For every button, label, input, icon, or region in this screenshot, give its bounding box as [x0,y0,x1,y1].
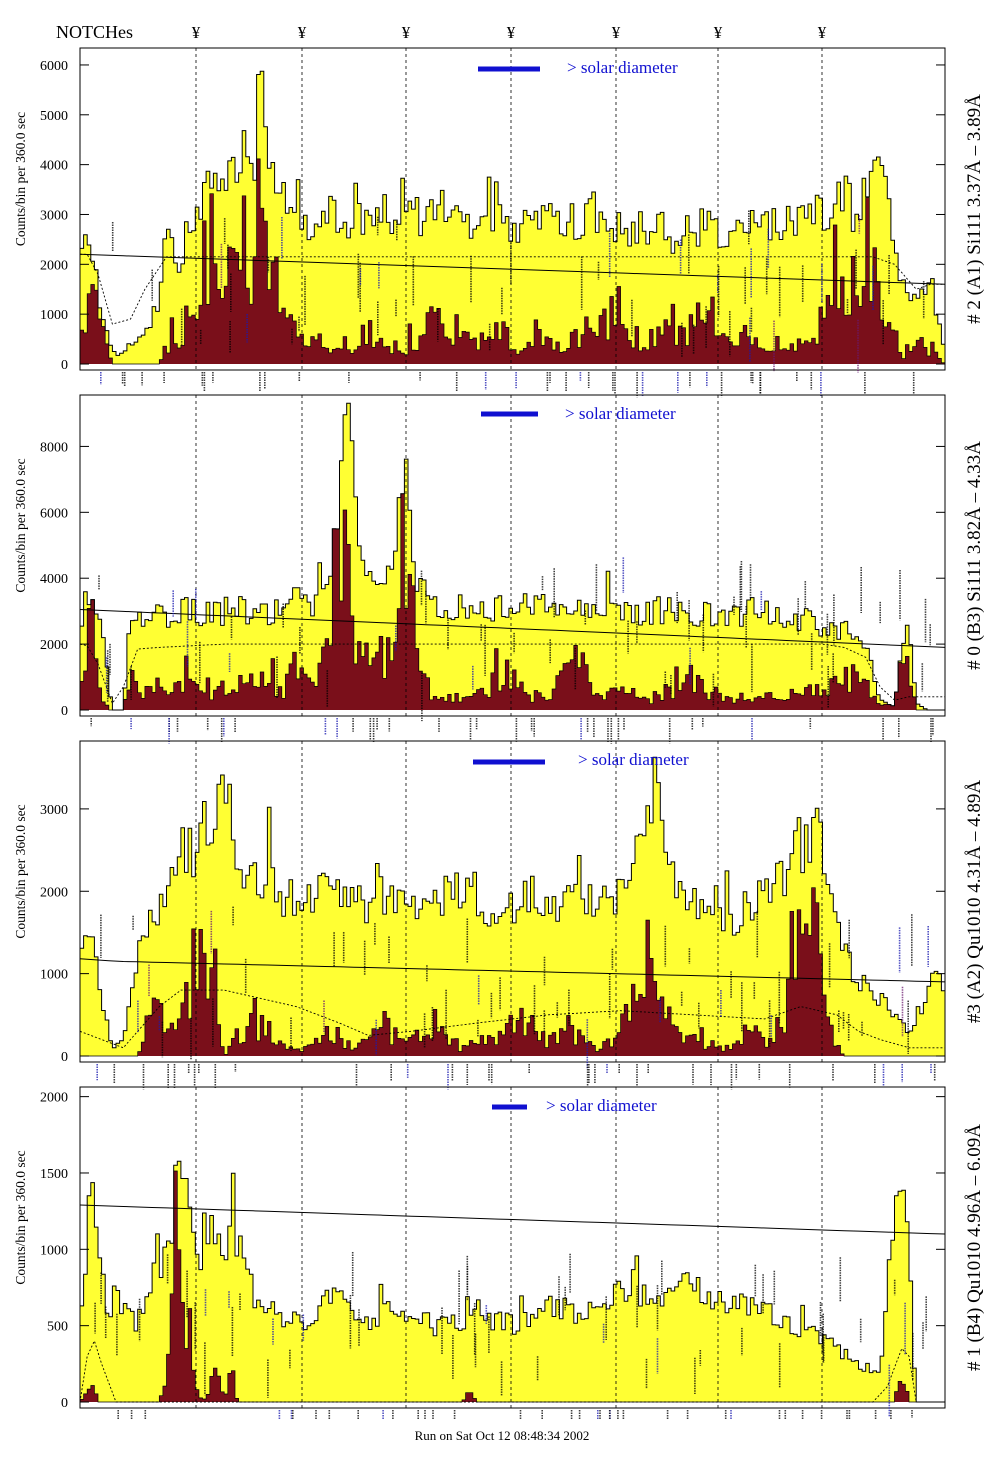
total-counts-outline [79,70,946,364]
smooth-trend-line [79,253,946,285]
panel-title: # 2 (A1) Si111 3.37Å – 3.89Å [964,94,985,324]
average-dashed-line [79,989,945,1049]
y-tick-label: 0 [61,1396,68,1411]
y-tick-label: 1000 [40,1243,68,1258]
chart-panel: 0 500 1000 1500 2000 Counts/bin per 360.0 sec… [13,1086,985,1420]
plot-frame [79,1086,946,1409]
y-tick-label: 2000 [40,258,68,273]
plot-frame [79,394,946,717]
y-tick-label: 5000 [40,109,68,124]
peak-counts-outline [79,493,945,711]
total-counts-fill [80,71,945,365]
notch-symbol: ¥ [507,23,516,42]
y-tick-label: 2000 [40,885,68,900]
notch-symbol: ¥ [402,23,411,42]
plot-frame [79,740,946,1063]
total-counts-fill [80,403,945,710]
total-counts-outline [79,756,946,1056]
notch-symbol: ¥ [818,23,827,42]
y-tick-label: 8000 [40,440,68,455]
solar-diameter-label: > solar diameter [567,58,678,77]
solar-diameter-label: > solar diameter [546,1096,657,1115]
notch-markers: ¥ ¥ ¥ ¥ ¥ ¥ ¥ [192,23,827,42]
chart-panel: 0 1000 2000 3000 4000 5000 6000 Counts/bin per … [13,47,985,398]
y-tick-label: 6000 [40,506,68,521]
y-tick-label: 0 [61,704,68,719]
total-counts-fill [80,1161,945,1402]
y-tick-label: 2000 [40,1091,68,1106]
notch-symbol: ¥ [192,23,201,42]
chart-panel: 0 1000 2000 3000 Counts/bin per 360.0 sec #3 … [13,740,985,1090]
solar-diameter-label: > solar diameter [565,404,676,423]
y-tick-label: 500 [47,1320,68,1335]
y-axis-label: Counts/bin per 360.0 sec [13,112,28,246]
y-axis-label: Counts/bin per 360.0 sec [13,804,28,938]
plot-frame [79,47,946,371]
peak-counts-outline [80,887,945,1057]
y-tick-label: 3000 [40,803,68,818]
y-tick-label: 2000 [40,638,68,653]
peak-counts-outline [79,158,946,365]
y-tick-label: 1000 [40,968,68,983]
y-tick-label: 4000 [40,159,68,174]
solar-diameter-label: > solar diameter [578,750,689,769]
notch-symbol: ¥ [298,23,307,42]
smooth-trend-line [79,609,946,648]
y-tick-label: 1000 [40,308,68,323]
y-axis-label: Counts/bin per 360.0 sec [13,458,28,592]
y-tick-label: 1500 [40,1167,68,1182]
footer-run-timestamp: Run on Sat Oct 12 08:48:34 2002 [414,1428,590,1443]
y-tick-label: 3000 [40,208,68,223]
total-counts-outline [79,1160,945,1403]
notch-symbol: ¥ [612,23,621,42]
y-axis-label: Counts/bin per 360.0 sec [13,1150,28,1284]
notch-symbol: ¥ [714,23,723,42]
smooth-trend-line [79,1204,946,1235]
y-tick-label: 0 [61,1050,68,1065]
chart-panel: 0 2000 4000 6000 8000 Counts/bin per 360.0 se… [13,394,985,744]
panel-title: #3 (A2) Qu1010 4.31Å – 4.89Å [964,780,985,1024]
panel-title: # 1 (B4) Qu1010 4.96Å – 6.09Å [964,1124,985,1371]
average-dashed-line [79,643,945,705]
smooth-trend-line [79,958,946,983]
notches-label: NOTCHes [56,22,133,42]
y-tick-label: 0 [61,358,68,373]
average-dashed-line [79,1339,945,1403]
y-tick-label: 6000 [40,59,68,74]
panel-title: # 0 (B3) Si111 3.82Å – 4.33Å [964,441,985,670]
y-tick-label: 4000 [40,572,68,587]
total-counts-outline [79,402,945,711]
